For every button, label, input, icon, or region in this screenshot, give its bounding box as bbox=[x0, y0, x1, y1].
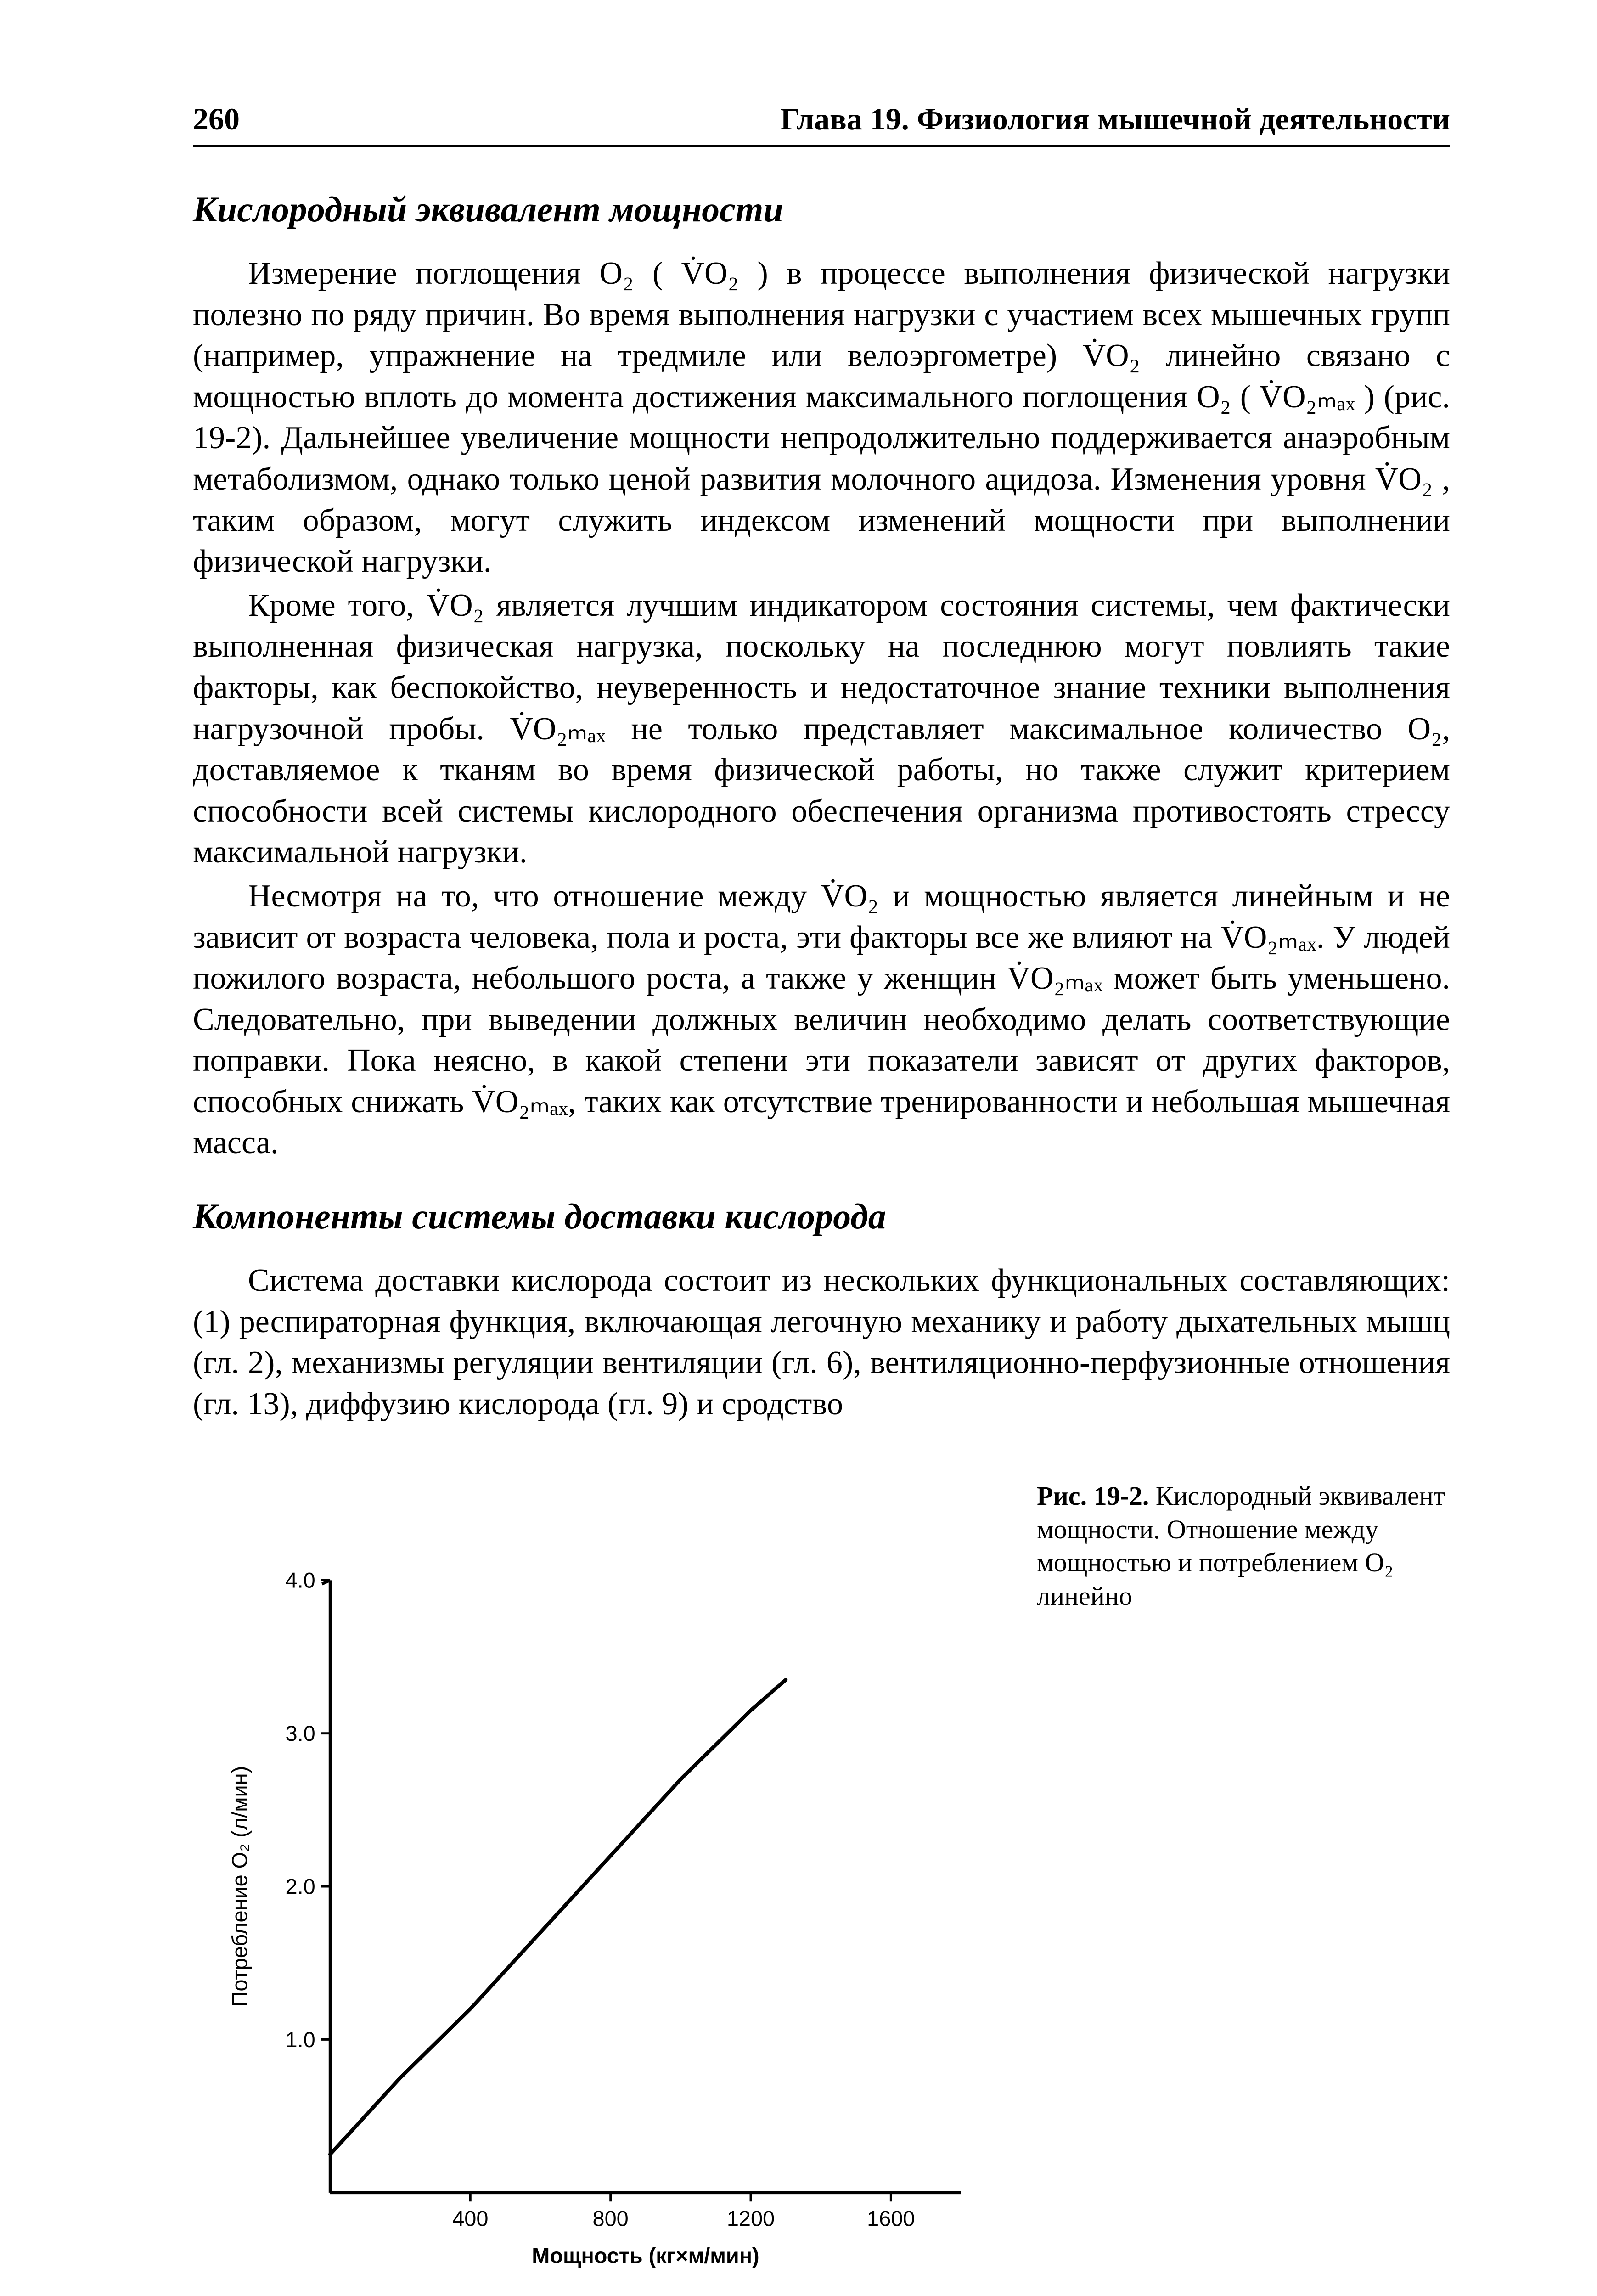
running-head: 260 Глава 19. Физиология мышечной деятел… bbox=[193, 101, 1450, 147]
paragraph: Кроме того, V̇O₂ является лучшим индикат… bbox=[193, 585, 1450, 873]
paragraph: Измерение поглощения O₂ ( V̇O₂ ) в проце… bbox=[193, 253, 1450, 582]
line-chart: 400 800 1200 1600 1.0 2.0 3.0 4.0 Мощность (кг×м… bbox=[193, 1480, 1009, 2296]
svg-text:400: 400 bbox=[452, 2207, 488, 2231]
svg-text:1600: 1600 bbox=[867, 2207, 915, 2231]
section-1-body: Измерение поглощения O₂ ( V̇O₂ ) в проце… bbox=[193, 253, 1450, 1164]
page: 260 Глава 19. Физиология мышечной деятел… bbox=[0, 0, 1597, 2296]
paragraph: Система доставки кислорода состоит из не… bbox=[193, 1260, 1450, 1424]
figure-label: Рис. 19-2. bbox=[1037, 1481, 1149, 1511]
section-title-2: Компоненты системы доставки кислорода bbox=[193, 1196, 1450, 1237]
svg-text:2.0: 2.0 bbox=[286, 1875, 315, 1899]
paragraph: Несмотря на то, что отношение между V̇O₂… bbox=[193, 876, 1450, 1164]
svg-text:800: 800 bbox=[593, 2207, 629, 2231]
svg-text:1.0: 1.0 bbox=[286, 2028, 315, 2052]
section-2-body: Система доставки кислорода состоит из не… bbox=[193, 1260, 1450, 1424]
figure-caption: Рис. 19-2. Кислородный эквивалент мощнос… bbox=[1037, 1480, 1450, 2296]
section-title-1: Кислородный эквивалент мощности bbox=[193, 189, 1450, 230]
svg-text:Мощность (кг×м/мин): Мощность (кг×м/мин) bbox=[532, 2244, 759, 2268]
running-title: Глава 19. Физиология мышечной деятельнос… bbox=[780, 101, 1450, 137]
figure-19-2: 400 800 1200 1600 1.0 2.0 3.0 4.0 Мощность (кг×м… bbox=[193, 1480, 1450, 2296]
svg-text:3.0: 3.0 bbox=[286, 1722, 315, 1746]
svg-text:4.0: 4.0 bbox=[286, 1569, 315, 1593]
svg-text:Потребление O₂ (л/мин): Потребление O₂ (л/мин) bbox=[228, 1766, 252, 2007]
svg-text:1200: 1200 bbox=[727, 2207, 775, 2231]
page-number: 260 bbox=[193, 101, 240, 137]
